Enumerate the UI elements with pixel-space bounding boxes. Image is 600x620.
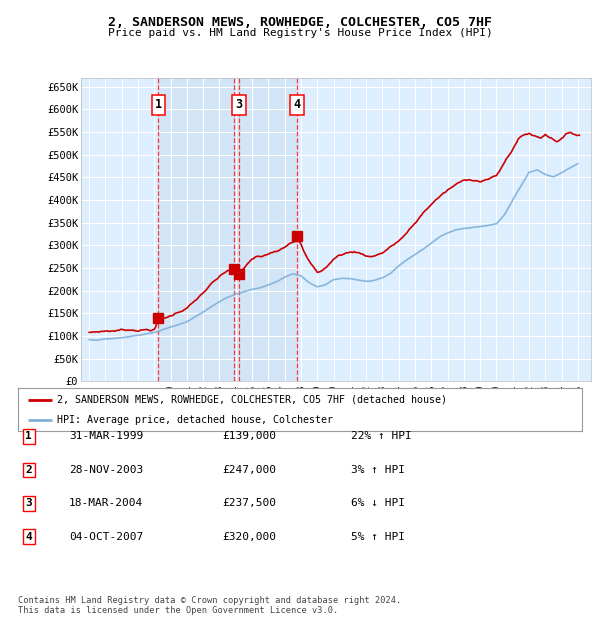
Text: 2, SANDERSON MEWS, ROWHEDGE, COLCHESTER, CO5 7HF: 2, SANDERSON MEWS, ROWHEDGE, COLCHESTER,… [108, 16, 492, 29]
Text: Contains HM Land Registry data © Crown copyright and database right 2024.
This d: Contains HM Land Registry data © Crown c… [18, 596, 401, 615]
Text: HPI: Average price, detached house, Colchester: HPI: Average price, detached house, Colc… [58, 415, 334, 425]
Text: £139,000: £139,000 [222, 432, 276, 441]
Bar [158, 78, 297, 381]
Text: 22% ↑ HPI: 22% ↑ HPI [351, 432, 412, 441]
Text: 2: 2 [25, 465, 32, 475]
Text: £320,000: £320,000 [222, 532, 276, 542]
Text: 4: 4 [293, 98, 301, 111]
Text: 4: 4 [25, 532, 32, 542]
Text: 18-MAR-2004: 18-MAR-2004 [69, 498, 143, 508]
Text: 31-MAR-1999: 31-MAR-1999 [69, 432, 143, 441]
Text: 04-OCT-2007: 04-OCT-2007 [69, 532, 143, 542]
Text: 3: 3 [25, 498, 32, 508]
Text: 5% ↑ HPI: 5% ↑ HPI [351, 532, 405, 542]
Text: Price paid vs. HM Land Registry's House Price Index (HPI): Price paid vs. HM Land Registry's House … [107, 28, 493, 38]
Text: £247,000: £247,000 [222, 465, 276, 475]
Text: £237,500: £237,500 [222, 498, 276, 508]
Text: 3% ↑ HPI: 3% ↑ HPI [351, 465, 405, 475]
Text: 2, SANDERSON MEWS, ROWHEDGE, COLCHESTER, CO5 7HF (detached house): 2, SANDERSON MEWS, ROWHEDGE, COLCHESTER,… [58, 395, 448, 405]
Text: 3: 3 [236, 98, 243, 111]
Text: 1: 1 [25, 432, 32, 441]
Text: 6% ↓ HPI: 6% ↓ HPI [351, 498, 405, 508]
Text: 28-NOV-2003: 28-NOV-2003 [69, 465, 143, 475]
Text: 1: 1 [155, 98, 162, 111]
